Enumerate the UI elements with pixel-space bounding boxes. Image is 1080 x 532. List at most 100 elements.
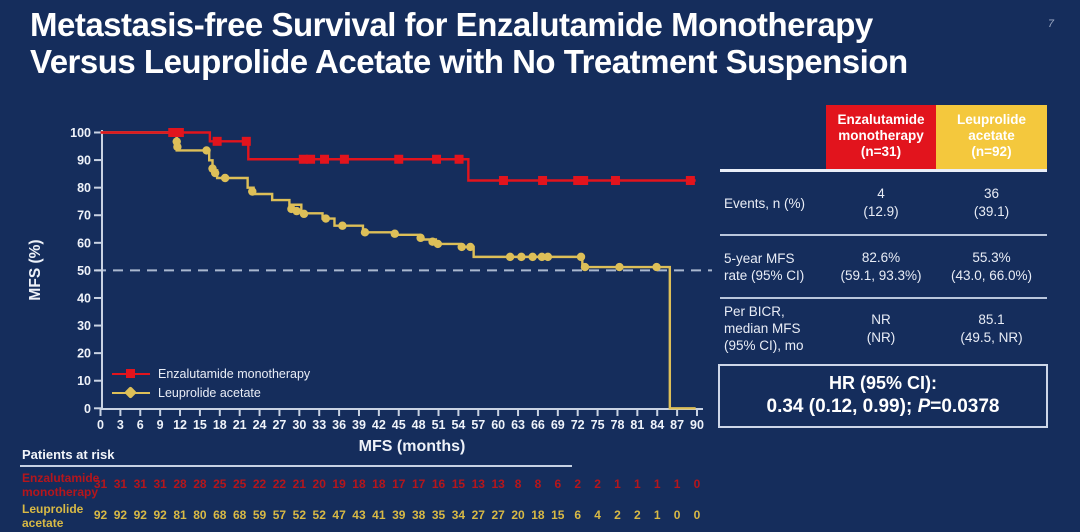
- censor-mark-square: [168, 128, 178, 137]
- enzalutamide-legend-marker: [112, 368, 150, 379]
- censor-mark-circle: [220, 173, 230, 183]
- hr-value: 0.34 (0.12, 0.99); P=0.0378: [720, 396, 1046, 418]
- hazard-ratio-box: HR (95% CI): 0.34 (0.12, 0.99); P=0.0378: [718, 364, 1048, 428]
- x-tick-label: 51: [432, 418, 446, 432]
- censor-mark-square: [320, 154, 330, 164]
- y-tick-label: 40: [77, 291, 91, 305]
- risk-row-label-leuprolide: Leuprolide acetate: [22, 502, 84, 530]
- risk-count: 15: [551, 508, 565, 522]
- table-row-5yr-mfs: 5-year MFS rate (95% CI) 82.6% (59.1, 93…: [720, 234, 1047, 297]
- risk-count: 34: [451, 508, 466, 522]
- x-tick-label: 57: [471, 418, 485, 432]
- censor-mark-square: [298, 154, 308, 164]
- page-number: 7: [1047, 18, 1054, 30]
- risk-count: 52: [312, 508, 326, 522]
- risk-count: 28: [173, 477, 187, 491]
- risk-count: 27: [471, 508, 485, 522]
- risk-count: 0: [673, 508, 681, 522]
- risk-count: 1: [614, 477, 621, 491]
- risk-count: 31: [153, 477, 167, 491]
- censor-mark-square: [241, 136, 251, 146]
- y-tick-label: 90: [77, 154, 91, 168]
- risk-count: 8: [534, 477, 542, 491]
- risk-count: 2: [594, 477, 601, 491]
- censor-mark-circle: [543, 252, 553, 262]
- x-tick-label: 69: [551, 418, 565, 432]
- x-tick-label: 60: [491, 418, 505, 432]
- risk-count: 92: [153, 508, 167, 522]
- events-enzalutamide-value: 4 (12.9): [863, 186, 899, 219]
- censor-mark-circle: [457, 242, 466, 252]
- row-label: Events, n (%): [724, 195, 806, 211]
- risk-count: 1: [634, 477, 641, 491]
- legend-item-leuprolide: Leuprolide acetate: [112, 383, 310, 402]
- risk-count: 2: [614, 508, 621, 522]
- risk-count: 59: [252, 508, 267, 522]
- risk-count: 25: [232, 477, 247, 491]
- censor-mark-square: [685, 175, 695, 185]
- legend-item-enzalutamide: Enzalutamide monotherapy: [112, 364, 310, 383]
- risk-count: 41: [372, 508, 386, 522]
- risk-count: 43: [352, 508, 366, 522]
- p-value: =0.0378: [930, 396, 1000, 417]
- hr-value-pre: 0.34 (0.12, 0.99);: [766, 396, 918, 417]
- risk-row-counts-leuprolide: 92 92 92 92 81 80 68 68 59 57 52 52 47 43 41 39 38 35 34 27…: [0, 508, 720, 522]
- risk-count: 18: [531, 508, 545, 522]
- censor-mark-circle: [173, 142, 182, 152]
- risk-count: 22: [252, 477, 267, 491]
- risk-count: 13: [491, 477, 505, 491]
- risk-count: 92: [113, 508, 128, 522]
- censor-mark-circle: [517, 252, 526, 262]
- chart-legend: Enzalutamide monotherapy Leuprolide acet…: [112, 364, 310, 402]
- y-tick-label: 80: [77, 181, 91, 195]
- risk-count: 20: [511, 508, 525, 522]
- x-tick-label: 21: [233, 418, 247, 432]
- censor-mark-circle: [338, 221, 347, 230]
- y-axis-title: MFS (%): [27, 239, 44, 300]
- censor-mark-circle: [537, 252, 547, 262]
- title-line-2: Versus Leuprolide Acetate with No Treatm…: [30, 43, 908, 80]
- row-label: Per BICR, median MFS (95% CI), mo: [724, 304, 804, 353]
- risk-count: 13: [471, 477, 485, 491]
- table-row-median-mfs: Per BICR, median MFS (95% CI), mo NR (NR…: [720, 297, 1047, 358]
- risk-count: 38: [411, 508, 426, 522]
- censor-mark-circle: [202, 146, 211, 155]
- censor-mark-circle: [433, 239, 443, 249]
- y-tick-label: 70: [77, 209, 91, 223]
- risk-count: 81: [173, 508, 187, 522]
- censor-mark-circle: [652, 262, 661, 272]
- risk-count: 27: [491, 508, 505, 522]
- header-rule: [720, 169, 1047, 172]
- x-tick-label: 30: [292, 418, 306, 432]
- risk-count: 2: [574, 477, 582, 491]
- x-tick-label: 0: [97, 418, 104, 432]
- risk-count: 1: [673, 477, 681, 491]
- risk-count: 4: [594, 508, 601, 522]
- x-tick-label: 12: [173, 418, 187, 432]
- x-tick-label: 87: [670, 418, 684, 432]
- x-tick-label: 36: [332, 418, 346, 432]
- x-tick-label: 39: [352, 418, 366, 432]
- censor-mark-circle: [505, 252, 515, 262]
- y-tick-label: 60: [77, 236, 91, 250]
- title-line-1: Metastasis-free Survival for Enzalutamid…: [30, 6, 873, 43]
- x-tick-label: 75: [591, 418, 605, 432]
- censor-mark-square: [573, 175, 583, 185]
- risk-row-counts-enzalutamide: 31 31 31 31 28 28 25 25 22 22 21 20 19 18 18 17 17 16 15 13…: [0, 477, 720, 491]
- y-tick-label: 100: [70, 126, 91, 140]
- y-tick-label: 20: [77, 347, 91, 361]
- risk-count: 0: [693, 477, 701, 491]
- x-tick-label: 72: [571, 418, 585, 432]
- risk-count: 52: [292, 508, 306, 522]
- risk-count: 15: [451, 477, 466, 491]
- risk-count: 16: [431, 477, 446, 491]
- x-tick-label: 54: [451, 418, 465, 432]
- censor-mark-square: [174, 128, 184, 137]
- censor-mark-circle: [416, 233, 425, 243]
- x-tick-label: 45: [392, 418, 406, 432]
- x-tick-label: 66: [531, 418, 545, 432]
- row-label: 5-year MFS rate (95% CI): [724, 250, 805, 283]
- censor-mark-square: [212, 136, 222, 146]
- x-tick-label: 15: [193, 418, 207, 432]
- risk-count: 20: [312, 477, 326, 491]
